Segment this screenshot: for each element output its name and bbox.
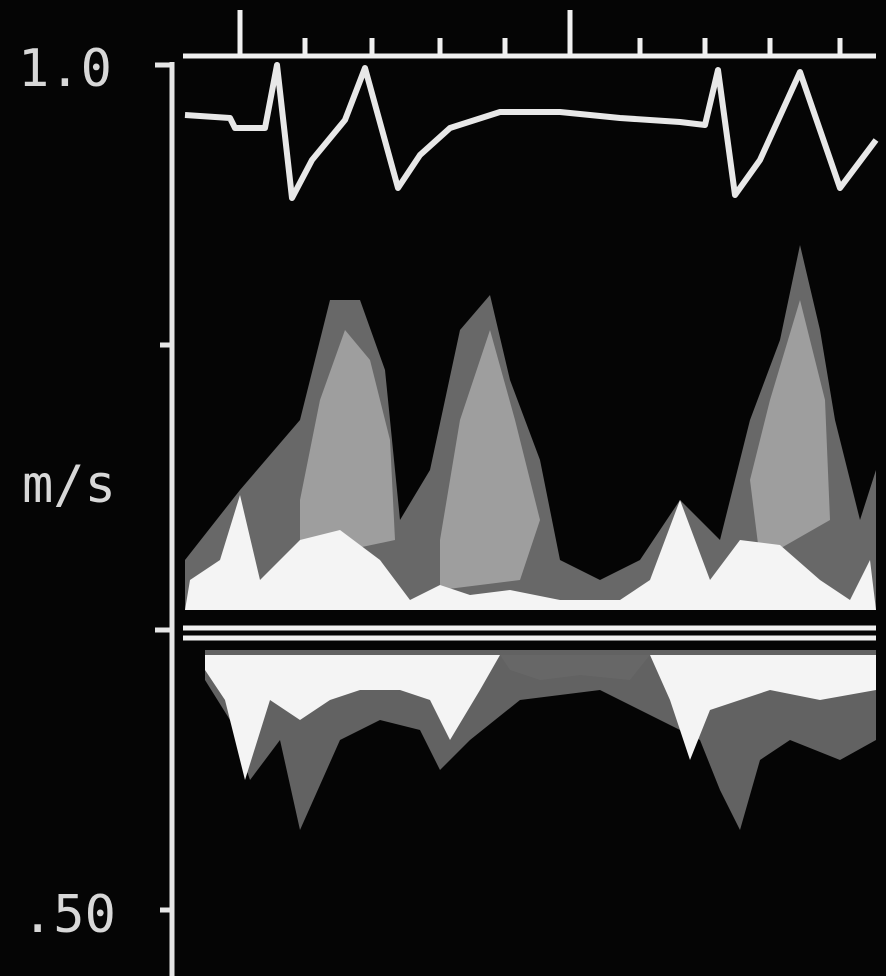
unit-label: m/s	[22, 455, 116, 515]
doppler-screen: 1.0 m/s .50	[0, 0, 886, 976]
bottom-scale-label: .50	[22, 885, 116, 945]
top-scale-label: 1.0	[18, 39, 112, 99]
page: 1.0 m/s .50 (() => { const data = JSON.p…	[0, 0, 886, 976]
